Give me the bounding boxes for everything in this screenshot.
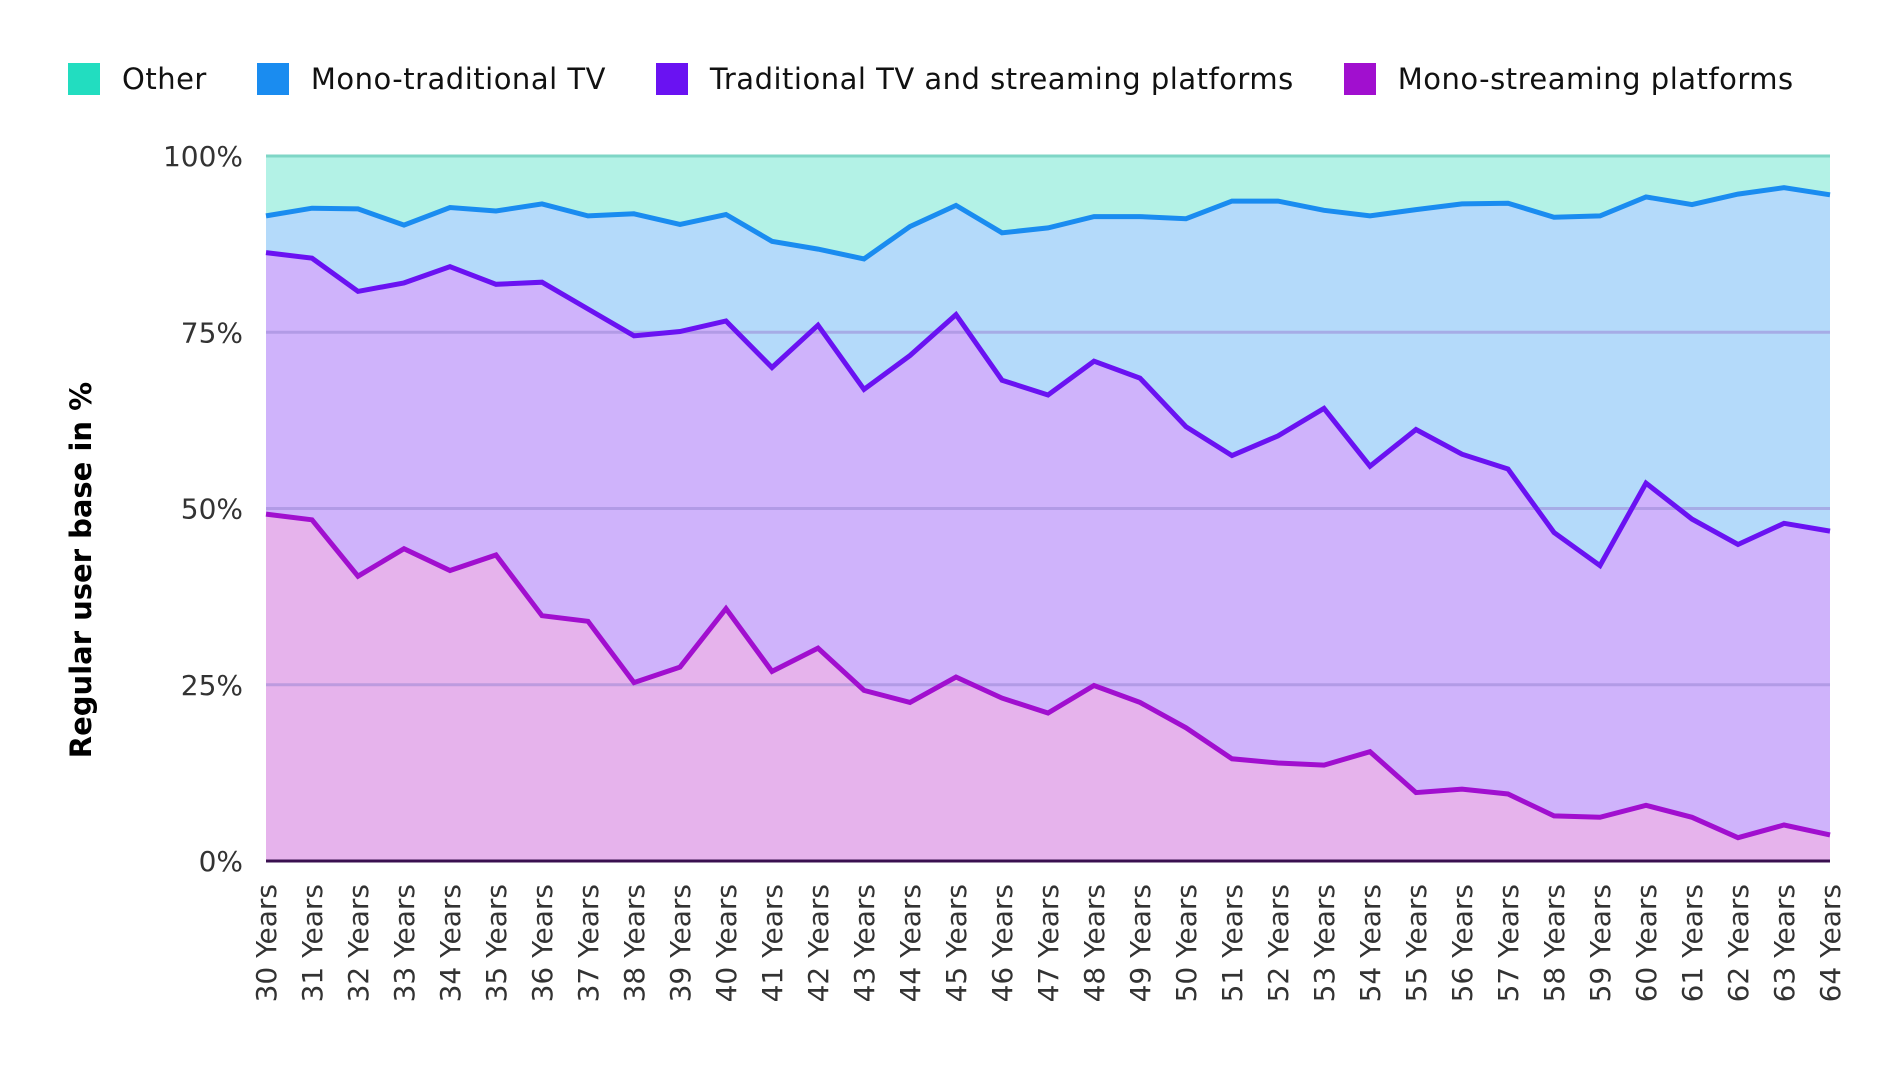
area-traditional-tv-and-streaming-platforms (266, 252, 1830, 838)
area-other (266, 156, 1830, 259)
x-tick-label: 60 Years (1630, 884, 1663, 1002)
x-tick-label: 57 Years (1492, 884, 1525, 1002)
legend-swatch-mono-traditional-tv (256, 63, 289, 95)
y-axis-ticks: 0% 25% 50% 75% 100% (163, 140, 243, 878)
x-tick-label: 45 Years (940, 884, 973, 1002)
x-tick-label: 62 Years (1722, 884, 1755, 1002)
area-mono-traditional-tv (266, 187, 1830, 566)
x-tick-label: 48 Years (1078, 884, 1111, 1002)
legend-item-traditional-tv-and-streaming: Traditional TV and streaming platforms (655, 62, 1294, 96)
x-axis-ticks: 30 Years 31 Years 32 Years 33 Years 34 Years… (250, 884, 1847, 1002)
y-tick-label: 75% (181, 316, 243, 349)
x-tick-label: 56 Years (1446, 884, 1479, 1002)
legend-label-mono-streaming: Mono-streaming platforms (1397, 62, 1794, 96)
legend-item-mono-streaming: Mono-streaming platforms (1343, 62, 1794, 96)
x-tick-label: 53 Years (1308, 884, 1341, 1002)
line-mono-traditional-tv (265, 185, 1831, 262)
x-tick-label: 32 Years (342, 884, 375, 1002)
y-tick-label: 0% (199, 845, 243, 878)
chart-gridlines (266, 154, 1830, 687)
x-tick-label: 37 Years (572, 884, 605, 1002)
x-tick-label: 30 Years (250, 884, 283, 1002)
x-tick-label: 52 Years (1262, 884, 1295, 1002)
x-tick-label: 42 Years (802, 884, 835, 1002)
x-tick-label: 49 Years (1124, 884, 1157, 1002)
x-tick-label: 35 Years (480, 884, 513, 1002)
x-tick-label: 38 Years (618, 884, 651, 1002)
x-tick-label: 44 Years (894, 884, 927, 1002)
line-traditional-tv-and-streaming-platforms (265, 250, 1831, 570)
y-axis-label: Regular user base in % (64, 381, 98, 759)
legend-label-other: Other (122, 62, 207, 96)
x-tick-label: 55 Years (1400, 884, 1433, 1002)
x-tick-label: 64 Years (1814, 884, 1847, 1002)
y-tick-label: 50% (181, 493, 243, 526)
x-tick-label: 54 Years (1354, 884, 1387, 1002)
y-tick-label: 25% (181, 669, 243, 702)
x-tick-label: 43 Years (848, 884, 881, 1002)
chart-lines (265, 185, 1831, 841)
x-tick-label: 51 Years (1216, 884, 1249, 1002)
x-tick-label: 61 Years (1676, 884, 1709, 1002)
x-tick-label: 47 Years (1032, 884, 1065, 1002)
x-tick-label: 40 Years (710, 884, 743, 1002)
legend-swatch-mono-streaming (1343, 63, 1376, 95)
legend-swatch-other (68, 63, 100, 95)
x-tick-label: 36 Years (526, 884, 559, 1002)
legend-item-mono-traditional-tv: Mono-traditional TV (256, 62, 606, 96)
legend-item-other: Other (68, 62, 207, 96)
legend-swatch-traditional-tv-and-streaming (655, 63, 688, 95)
legend-label-mono-traditional-tv: Mono-traditional TV (310, 62, 606, 96)
x-tick-label: 31 Years (296, 884, 329, 1002)
legend-label-traditional-tv-and-streaming: Traditional TV and streaming platforms (709, 62, 1294, 96)
x-tick-label: 58 Years (1538, 884, 1571, 1002)
x-tick-label: 34 Years (434, 884, 467, 1002)
line-mono-streaming-platforms (265, 511, 1831, 841)
chart-areas (266, 156, 1830, 861)
x-tick-label: 63 Years (1768, 884, 1801, 1002)
chart-legend: Other Mono-traditional TV Traditional TV… (68, 62, 1794, 96)
x-tick-label: 39 Years (664, 884, 697, 1002)
y-tick-label: 100% (163, 140, 243, 173)
x-tick-label: 41 Years (756, 884, 789, 1002)
x-tick-label: 33 Years (388, 884, 421, 1002)
x-tick-label: 46 Years (986, 884, 1019, 1002)
x-tick-label: 59 Years (1584, 884, 1617, 1002)
x-tick-label: 50 Years (1170, 884, 1203, 1002)
area-mono-streaming-platforms (266, 514, 1830, 861)
